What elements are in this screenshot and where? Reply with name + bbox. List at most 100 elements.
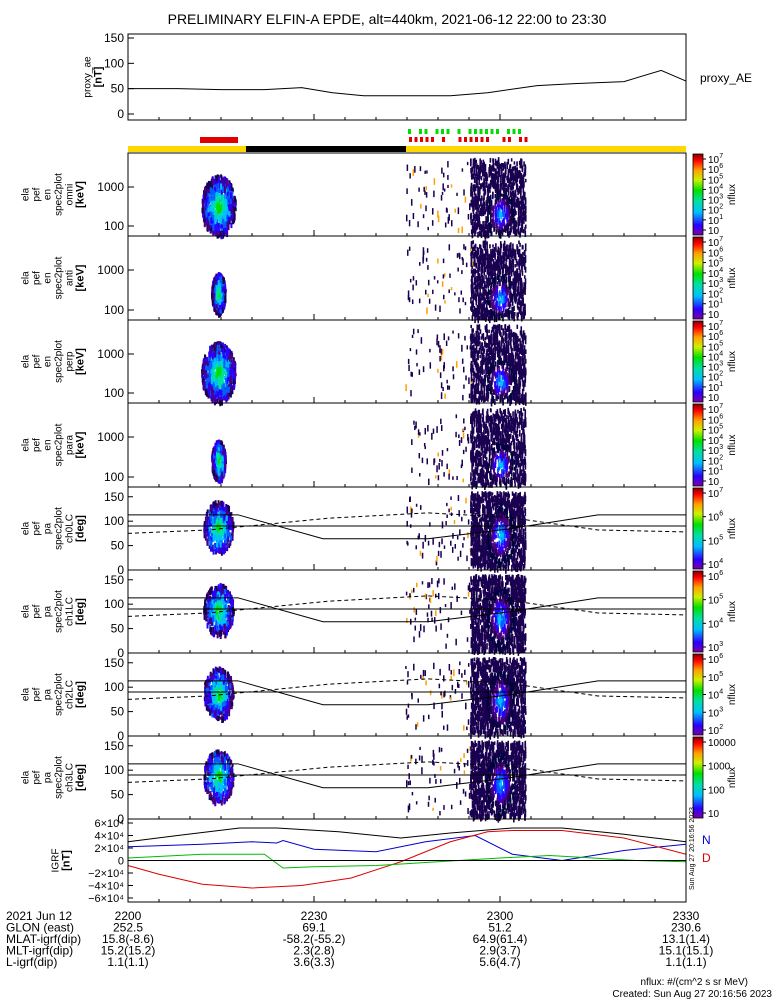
y-axis-label-line: spec2plot: [54, 173, 65, 216]
heatmap-cell: [423, 214, 425, 218]
heatmap-cell: [443, 274, 445, 278]
heatmap-cell: [480, 167, 482, 174]
heatmap-cell: [489, 210, 491, 215]
y-tick-label: 1000: [97, 180, 124, 194]
heatmap-cell: [204, 354, 206, 358]
heatmap-cell: [461, 227, 463, 234]
heatmap-cell: [438, 341, 440, 347]
heatmap-cell: [426, 192, 428, 198]
heatmap-cell: [511, 348, 513, 353]
heatmap-cell: [409, 173, 411, 178]
heatmap-cell: [510, 208, 512, 214]
heatmap-cell: [512, 315, 514, 319]
heatmap-cell: [511, 158, 513, 161]
heatmap-cell: [522, 302, 524, 307]
heatmap-cell: [490, 345, 492, 353]
heatmap-cell: [208, 198, 210, 203]
heatmap-cell: [503, 351, 505, 356]
heatmap-cell: [413, 213, 415, 219]
heatmap-cell: [473, 208, 475, 211]
heatmap-cell: [518, 343, 520, 349]
heatmap-cell: [506, 296, 508, 301]
heatmap-cell: [407, 165, 409, 171]
heatmap-cell: [505, 164, 507, 169]
heatmap-cell: [434, 276, 436, 280]
heatmap-cell: [506, 216, 508, 223]
heatmap-cell: [206, 374, 208, 378]
heatmap-cell: [508, 355, 510, 363]
heatmap-cell: [214, 224, 216, 230]
heatmap-cell: [474, 163, 476, 168]
heatmap-cell: [437, 259, 439, 264]
heatmap-cell: [492, 158, 494, 162]
heatmap-cell: [220, 206, 222, 211]
heatmap-cell: [485, 230, 487, 235]
y-axis-label-line: [nT]: [93, 66, 105, 87]
colorbar-tick-exponent: 1: [719, 298, 723, 305]
heatmap-cell: [500, 332, 502, 337]
heatmap-cell: [523, 366, 525, 369]
heatmap-cell: [408, 290, 410, 296]
colorbar-tick-exponent: 7: [719, 236, 723, 243]
heatmap-cell: [499, 292, 501, 295]
heatmap-cell: [209, 346, 211, 353]
heatmap-cell: [520, 262, 522, 266]
heatmap-cell: [509, 341, 511, 345]
heatmap-cell: [519, 348, 521, 352]
heatmap-cell: [463, 367, 465, 373]
heatmap-cell: [523, 161, 525, 166]
heatmap-cell: [505, 351, 507, 358]
heatmap-cell: [522, 260, 524, 266]
heatmap-cell: [489, 311, 491, 316]
heatmap-cell: [480, 299, 482, 304]
heatmap-cell: [482, 226, 484, 232]
heatmap-cell: [522, 376, 524, 382]
heatmap-cell: [500, 306, 502, 311]
heatmap-cell: [488, 275, 490, 282]
heatmap-cell: [508, 289, 510, 293]
heatmap-cell: [423, 187, 425, 192]
heatmap-cell: [523, 371, 525, 377]
heatmap-cell: [211, 379, 213, 384]
colorbar-tick-exponent: 1: [719, 214, 723, 221]
heatmap-cell: [514, 290, 516, 296]
heatmap-cell: [487, 384, 489, 391]
heatmap-cell: [493, 396, 495, 403]
heatmap-cell: [482, 355, 484, 361]
heatmap-cell: [512, 215, 514, 220]
heatmap-cell: [492, 369, 494, 374]
heatmap-cell: [501, 386, 503, 391]
y-axis-label-line: en: [43, 272, 54, 283]
heatmap-cell: [497, 362, 499, 367]
heatmap-cell: [518, 208, 520, 215]
heatmap-cell: [226, 396, 228, 401]
heatmap-cell: [501, 214, 503, 220]
y-axis-label-line: en: [43, 356, 54, 367]
heatmap-cell: [423, 247, 425, 254]
heatmap-cell: [477, 363, 479, 370]
heatmap-cell: [477, 373, 479, 379]
heatmap-cell: [515, 202, 517, 207]
heatmap-cell: [524, 345, 526, 352]
heatmap-cell: [224, 344, 226, 348]
heatmap-cell: [420, 204, 422, 209]
heatmap-cell: [501, 350, 503, 356]
heatmap-cell: [408, 359, 410, 364]
heatmap-cell: [468, 377, 470, 384]
y-axis-label-line: ela: [21, 354, 32, 368]
heatmap-cell: [512, 190, 514, 196]
heatmap-cell: [212, 369, 214, 375]
heatmap-cell: [234, 198, 236, 202]
heatmap-cell: [462, 395, 464, 400]
heatmap-cell: [514, 229, 516, 233]
heatmap-cell: [454, 209, 456, 213]
heatmap-cell: [483, 369, 485, 373]
heatmap-cell: [223, 176, 225, 180]
heatmap-cell: [220, 310, 222, 314]
heatmap-cell: [203, 366, 205, 369]
colorbar-tick-exponent: 3: [719, 277, 723, 284]
y-axis-label: proxy_ae[nT]: [83, 56, 105, 98]
heatmap-cell: [481, 176, 483, 180]
heatmap-cell: [221, 225, 223, 228]
